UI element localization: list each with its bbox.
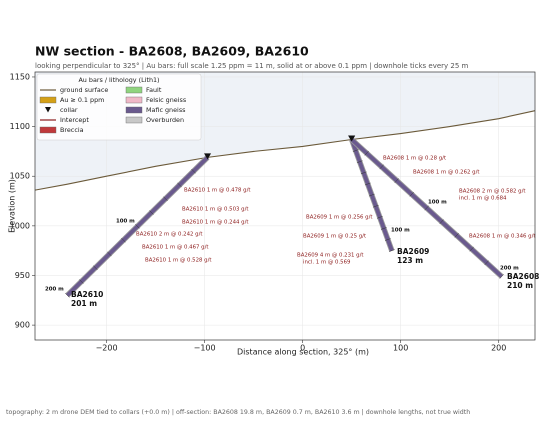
depth-label: 100 m [116, 219, 135, 225]
x-tick-label: 0 [300, 344, 305, 353]
depth-tick [368, 193, 375, 197]
depth-tick [469, 246, 474, 252]
y-tick-label: 1000 [10, 221, 30, 230]
intercept-label: BA2610 1 m @ 0.467 g/t [142, 245, 209, 251]
depth-tick [484, 260, 489, 266]
intercept-label: BA2609 1 m @ 0.256 g/t [306, 215, 373, 221]
depth-tick [454, 232, 459, 238]
depth-tick [439, 219, 444, 225]
depth-tick [191, 168, 196, 174]
hole-name: BA2608 [507, 272, 539, 281]
depth-tick [384, 238, 391, 241]
depth-tick [163, 196, 168, 202]
legend-label: collar [60, 106, 78, 114]
depth-tick [388, 249, 395, 252]
legend-swatch [45, 107, 51, 113]
depth-tick [499, 274, 504, 279]
y-tick-label: 1150 [10, 72, 30, 81]
depth-tick [424, 205, 429, 211]
depth-tick [352, 149, 359, 152]
intercept-label: BA2608 1 m @ 0.28 g/t [383, 156, 446, 162]
legend-swatch [125, 106, 143, 114]
depth-tick [356, 160, 363, 163]
hole-length: 210 m [507, 281, 533, 290]
intercept-label: BA2609 1 m @ 0.25 g/t [303, 234, 366, 240]
depth-tick [121, 237, 126, 243]
plot-frame [34, 71, 536, 341]
depth-tick [409, 191, 414, 197]
depth-label: 200 m [500, 266, 519, 272]
intercept-label: BA2610 1 m @ 0.244 g/t [182, 220, 249, 226]
depth-tick [149, 210, 154, 215]
legend-label: Fault [146, 86, 162, 94]
legend-label: ground surface [60, 86, 108, 94]
legend-swatch [39, 96, 57, 104]
legend-box [36, 73, 202, 141]
legend-label: Mafic gneiss [146, 106, 186, 114]
collar [204, 153, 212, 160]
depth-tick [65, 293, 70, 298]
depth-tick [394, 178, 399, 183]
depth-tick [379, 164, 384, 170]
x-tick-label: 100 [393, 344, 408, 353]
y-tick-label: 1100 [10, 122, 30, 131]
depth-tick [364, 150, 369, 156]
intercept-label: BA2608 1 m @ 0.262 g/t [413, 170, 480, 176]
depth-tick [372, 204, 379, 208]
depth-tick [177, 182, 182, 188]
depth-tick [380, 227, 387, 230]
depth-tick [93, 265, 98, 271]
legend-swatch [125, 86, 143, 94]
intercept-label: BA2608 2 m @ 0.582 g/t [459, 189, 526, 195]
depth-tick [364, 182, 371, 186]
legend-title: Au bars / lithology (Lith1) [78, 76, 159, 84]
y-axis-label: Elevation (m) [8, 179, 17, 233]
footer: topography: 2 m drone DEM tied to collar… [6, 409, 470, 416]
chart-title: NW section - BA2608, BA2609, BA2610 [35, 44, 309, 59]
x-tick-label: −100 [194, 344, 216, 353]
depth-tick [79, 279, 84, 284]
intercept-label: BA2608 1 m @ 0.346 g/t [469, 234, 536, 240]
x-axis-label: Distance along section, 325° (m) [237, 348, 369, 357]
subtitle: looking perpendicular to 325° | Au bars:… [35, 62, 469, 70]
hole-name: BA2609 [397, 247, 429, 256]
intercept-label: BA2610 2 m @ 0.242 g/t [136, 232, 203, 238]
legend-label: Intercept [60, 116, 89, 124]
legend-label: Felsic gneiss [146, 96, 187, 104]
collar [348, 135, 356, 142]
y-tick-label: 1050 [10, 172, 30, 181]
legend-label: Overburden [146, 116, 184, 124]
hole-name: BA2610 [71, 290, 103, 299]
ground-surface [34, 110, 536, 191]
depth-label: 200 m [45, 287, 64, 293]
legend-label: Breccia [60, 126, 84, 134]
y-tick-label: 950 [15, 271, 30, 280]
hole-length: 201 m [71, 299, 97, 308]
depth-tick [376, 216, 383, 219]
legend-swatch [39, 126, 57, 134]
depth-tick [135, 224, 140, 229]
intercept-label: BA2610 1 m @ 0.478 g/t [184, 188, 251, 194]
legend-swatch [125, 116, 143, 124]
depth-tick [360, 171, 367, 175]
legend-swatch [125, 96, 143, 104]
intercept-label: incl. 1 m @ 0.569 [303, 260, 351, 266]
intercept-label: BA2609 4 m @ 0.231 g/t [297, 253, 364, 259]
intercept-label: incl. 1 m @ 0.684 [459, 196, 507, 202]
intercept-label: BA2610 1 m @ 0.503 g/t [182, 207, 249, 213]
y-tick-label: 900 [15, 321, 30, 330]
x-tick-label: −200 [96, 344, 118, 353]
legend-label: Au ≥ 0.1 ppm [60, 96, 104, 104]
depth-tick [107, 251, 112, 257]
x-tick-label: 200 [491, 344, 506, 353]
depth-label: 100 m [428, 200, 447, 206]
intercept-label: BA2610 1 m @ 0.528 g/t [145, 258, 212, 264]
hole-length: 123 m [397, 256, 423, 265]
depth-label: 100 m [391, 228, 410, 234]
